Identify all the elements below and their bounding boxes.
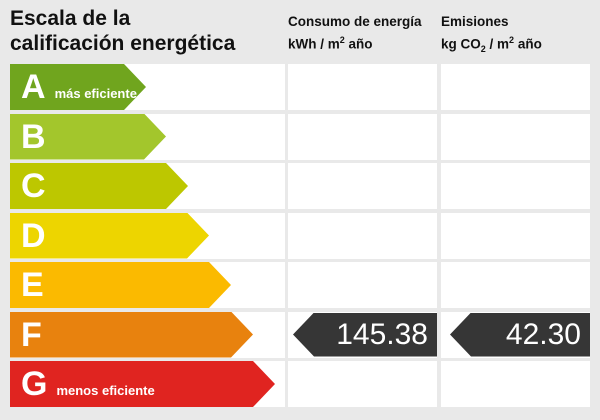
emissions-header-title: Emisiones <box>441 14 509 29</box>
band-arrow-f: F <box>10 312 253 358</box>
page-title: Escala de la calificación energética <box>10 6 235 56</box>
consumption-cell-c <box>288 163 437 209</box>
consumption-value: 145.38 <box>336 317 428 351</box>
emissions-unit-tail: año <box>514 36 542 52</box>
scale-cell-g: G menos eficiente <box>10 361 285 407</box>
consumption-unit-tail: año <box>344 36 373 52</box>
emissions-unit-text: kg CO <box>441 36 481 52</box>
emissions-cell-b <box>441 113 590 160</box>
scale-cell-f: F <box>10 311 285 358</box>
band-label-most-efficient: más eficiente <box>54 86 137 101</box>
page-title-line1: Escala de la <box>10 7 131 30</box>
scale-cell-b: B <box>10 113 285 160</box>
scale-cell-a: A más eficiente <box>10 64 285 110</box>
consumption-value-arrow: 145.38 <box>293 312 437 357</box>
scale-row-c: C <box>10 163 590 209</box>
emissions-cell-c <box>441 163 590 209</box>
band-arrow-g: G menos eficiente <box>10 361 275 407</box>
emissions-header-unit: kg CO2 / m2 año <box>441 31 542 58</box>
scale-cell-c: C <box>10 163 285 209</box>
band-letter-e: E <box>21 266 44 304</box>
rating-grid: A más eficiente B C D <box>10 64 590 407</box>
band-letter-b: B <box>21 117 46 156</box>
emissions-cell-e <box>441 262 590 308</box>
scale-row-f: F 145.38 42.30 <box>10 311 590 358</box>
consumption-unit-sup: 2 <box>339 35 345 45</box>
band-letter-c: C <box>21 167 46 205</box>
page-title-line2: calificación energética <box>10 32 236 55</box>
band-arrow-b: B <box>10 114 166 160</box>
band-letter-a: A <box>21 68 46 106</box>
emissions-value-arrow: 42.30 <box>450 312 590 357</box>
scale-row-b: B <box>10 113 590 160</box>
band-arrow-e: E <box>10 262 231 308</box>
emissions-cell-g <box>441 361 590 407</box>
band-arrow-c: C <box>10 163 188 209</box>
scale-row-g: G menos eficiente <box>10 361 590 407</box>
consumption-cell-e <box>288 262 437 308</box>
consumption-cell-a <box>288 64 437 110</box>
emissions-value: 42.30 <box>505 317 581 351</box>
scale-row-d: D <box>10 212 590 259</box>
emissions-cell-f: 42.30 <box>441 311 590 358</box>
consumption-cell-f: 145.38 <box>288 311 437 358</box>
band-arrow-a: A más eficiente <box>10 64 146 110</box>
emissions-unit-sup: 2 <box>509 35 515 45</box>
scale-row-e: E <box>10 262 590 308</box>
emissions-cell-d <box>441 212 590 259</box>
emissions-column-header: Emisiones kg CO2 / m2 año <box>441 13 542 58</box>
emissions-unit-mid: / m <box>485 36 510 52</box>
band-label-least-efficient: menos eficiente <box>56 383 155 398</box>
consumption-column-header: Consumo de energía kWh / m2 año <box>288 13 422 54</box>
band-letter-d: D <box>21 216 46 255</box>
band-arrow-d: D <box>10 213 209 259</box>
consumption-cell-g <box>288 361 437 407</box>
scale-cell-d: D <box>10 212 285 259</box>
scale-cell-e: E <box>10 262 285 308</box>
consumption-cell-d <box>288 212 437 259</box>
consumption-header-title: Consumo de energía <box>288 14 422 29</box>
emissions-cell-a <box>441 64 590 110</box>
consumption-unit-text: kWh / m <box>288 36 340 52</box>
scale-row-a: A más eficiente <box>10 64 590 110</box>
consumption-cell-b <box>288 113 437 160</box>
band-letter-g: G <box>21 365 48 403</box>
band-letter-f: F <box>21 315 42 354</box>
consumption-header-unit: kWh / m2 año <box>288 31 422 54</box>
emissions-unit-sub: 2 <box>480 44 486 55</box>
